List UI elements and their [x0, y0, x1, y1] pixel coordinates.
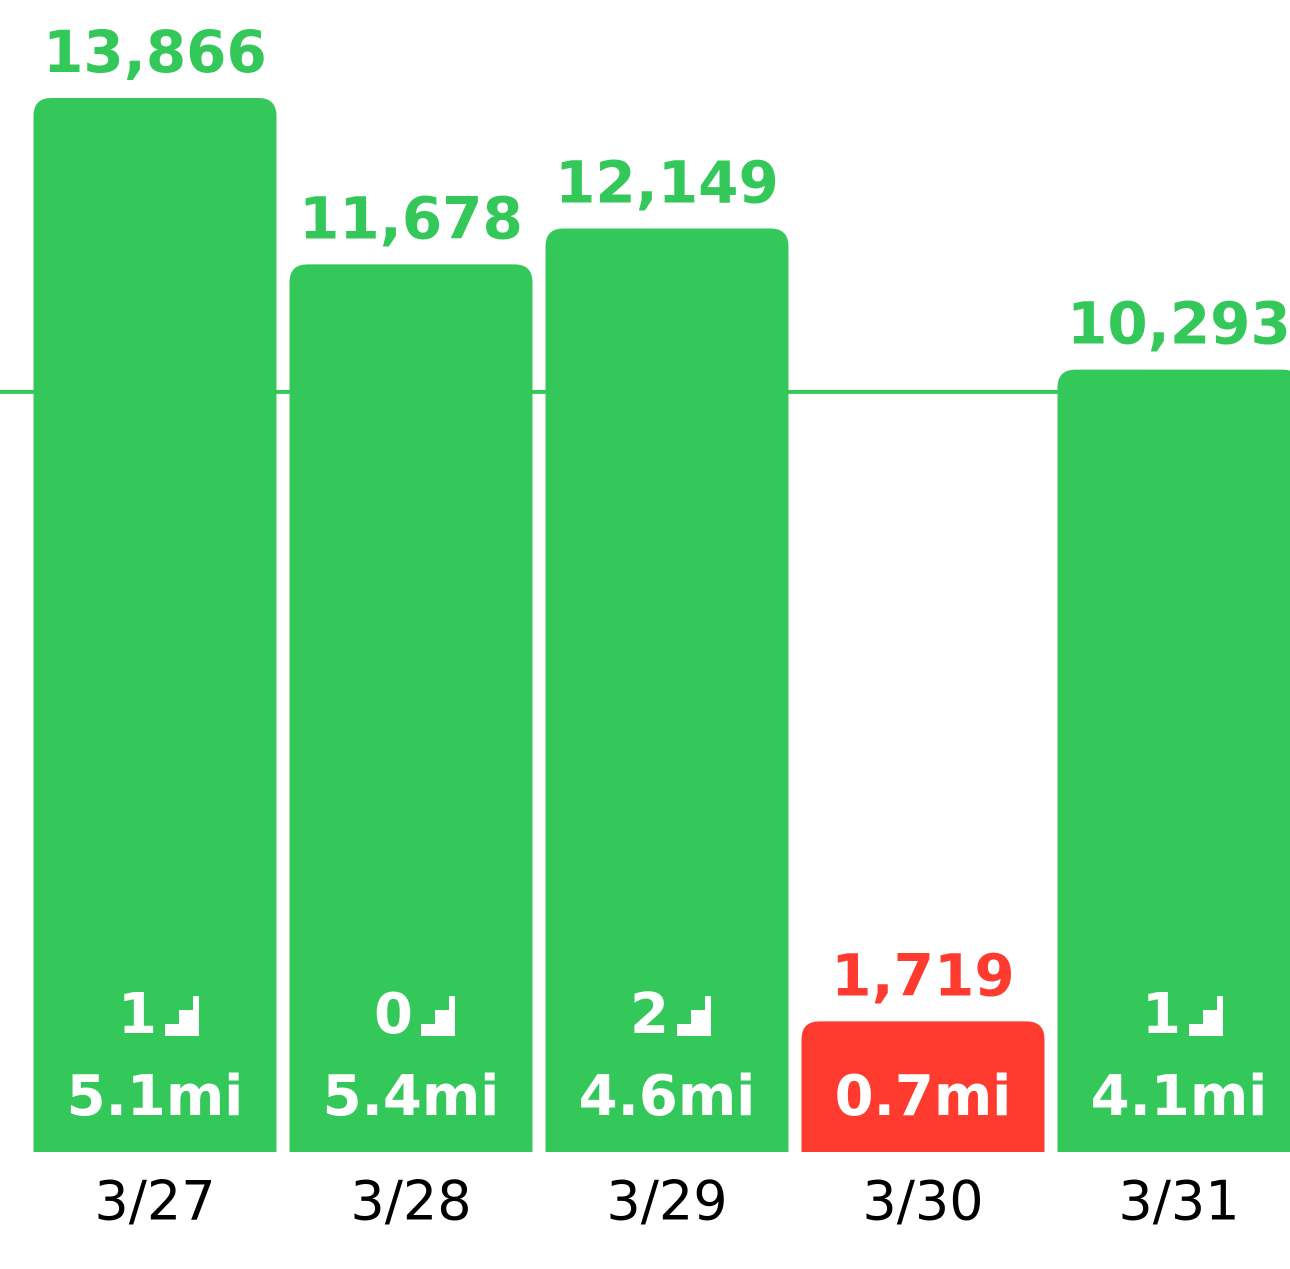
distance-label: 5.1mi — [67, 1064, 244, 1129]
bar — [545, 228, 789, 1153]
floors-label: 1 — [1142, 982, 1181, 1047]
stairs-icon — [165, 996, 199, 1036]
bar — [1057, 369, 1290, 1152]
distance-label: 4.1mi — [1091, 1064, 1268, 1129]
floors-label: 0 — [374, 982, 413, 1047]
bar — [33, 98, 277, 1152]
x-tick-label: 3/31 — [1118, 1170, 1239, 1233]
x-tick-label: 3/27 — [94, 1170, 215, 1233]
distance-label: 5.4mi — [323, 1064, 500, 1129]
value-label: 12,149 — [555, 149, 779, 217]
floors-label: 1 — [118, 982, 157, 1047]
stairs-icon — [421, 996, 455, 1036]
x-tick-label: 3/29 — [606, 1170, 727, 1233]
value-label: 10,293 — [1067, 290, 1290, 358]
x-tick-label: 3/30 — [862, 1170, 983, 1233]
distance-label: 0.7mi — [835, 1064, 1012, 1129]
stairs-icon — [677, 996, 711, 1036]
floors-label: 2 — [630, 982, 669, 1047]
value-label: 13,866 — [43, 18, 267, 86]
stairs-icon — [1189, 996, 1223, 1036]
distance-label: 4.6mi — [579, 1064, 756, 1129]
bar — [801, 1021, 1045, 1152]
value-label: 1,719 — [831, 941, 1014, 1009]
bar — [289, 264, 533, 1153]
x-tick-label: 3/28 — [350, 1170, 471, 1233]
value-label: 11,678 — [299, 184, 523, 252]
